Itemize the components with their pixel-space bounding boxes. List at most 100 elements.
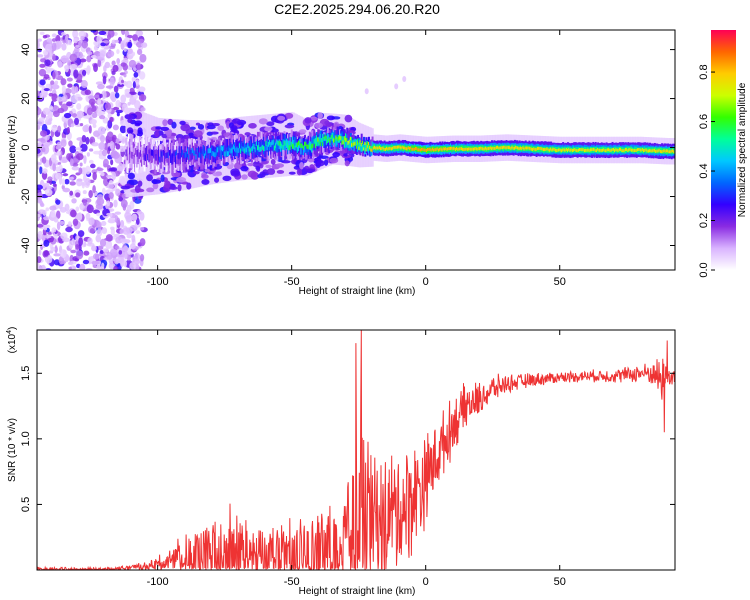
spectrogram-ridge-cell bbox=[411, 147, 414, 151]
spectrogram-ridge-cell bbox=[394, 145, 397, 149]
spectrogram-noise-blob bbox=[71, 113, 77, 118]
spectrogram-ridge-cell bbox=[295, 142, 298, 148]
spectrogram-blob bbox=[166, 130, 172, 137]
spectrogram-ridge-cell bbox=[312, 143, 315, 148]
spectrogram-noise-blob bbox=[38, 249, 42, 256]
spectrogram-noise-blob bbox=[118, 196, 124, 202]
spectrogram-ridge-cell bbox=[419, 148, 422, 152]
spectrogram-noise-blob bbox=[115, 188, 121, 197]
spectrogram-noise-blob bbox=[65, 226, 73, 233]
spectrogram-ridge-cell bbox=[407, 146, 410, 150]
spectrogram-ridge-cell bbox=[638, 147, 641, 151]
spectrogram-noise-blob bbox=[128, 59, 137, 68]
spectrogram-ridge-cell bbox=[371, 148, 374, 152]
spectrogram-noise-blob bbox=[75, 45, 80, 49]
spectrogram-blob bbox=[146, 187, 155, 193]
spectrogram-ridge-cell bbox=[477, 147, 480, 151]
spectrogram-noise-blob bbox=[78, 167, 83, 175]
spectrogram-ridge-cell bbox=[129, 149, 132, 163]
spectrogram-ridge-cell bbox=[156, 149, 159, 156]
spectrogram-noise-blob bbox=[69, 190, 74, 196]
spectrogram-ridge-cell bbox=[493, 146, 496, 150]
spectrogram-ridge-cell bbox=[641, 147, 644, 151]
spectrogram-ridge-cell bbox=[610, 149, 613, 152]
spectrogram-ridge-cell bbox=[581, 148, 584, 152]
spectrogram-noise-blob bbox=[101, 187, 106, 195]
spectrogram-ridge-cell bbox=[303, 141, 306, 147]
spectrogram-ridge-cell bbox=[659, 149, 662, 153]
spectrogram-ridge-cell bbox=[176, 149, 179, 156]
spectrogram-noise-blob bbox=[45, 70, 51, 74]
spectrogram-ridge-cell bbox=[302, 137, 305, 153]
spectrogram-ridge-cell bbox=[314, 138, 317, 147]
spectrogram-blob bbox=[129, 114, 134, 119]
spectrogram-ridge-cell bbox=[351, 137, 354, 145]
spectrogram-blob bbox=[344, 160, 350, 167]
spectrogram-noise-blob bbox=[125, 227, 133, 234]
spectrogram-ridge-cell bbox=[290, 142, 293, 153]
spectrogram-noise-blob bbox=[52, 183, 57, 187]
spectrogram-ridge-cell bbox=[358, 142, 361, 150]
spectrogram-ridge-cell bbox=[307, 135, 310, 151]
spectrogram-ridge-cell bbox=[200, 152, 203, 158]
spectrogram-noise-blob bbox=[77, 230, 85, 238]
spectrogram-noise-blob bbox=[50, 210, 56, 218]
spectrogram-faint-mark bbox=[394, 83, 399, 90]
spectrogram-ridge-cell bbox=[193, 148, 196, 166]
spectrogram-blob bbox=[299, 162, 304, 170]
spectrogram-blob bbox=[128, 129, 134, 133]
spectrogram-noise-blob bbox=[39, 79, 46, 86]
spectrogram-noise-blob bbox=[64, 64, 69, 73]
spectrogram-noise-blob bbox=[67, 221, 72, 227]
spectrogram-ridge-cell bbox=[623, 149, 626, 153]
spectrogram-ridge-cell bbox=[127, 152, 130, 160]
spectrogram-panel: -100 -50 0 50 -40 -20 0 20 40 Height of straigh… bbox=[7, 29, 676, 297]
spectrogram-ridge-cell bbox=[552, 147, 555, 151]
spectrogram-noise-blob bbox=[65, 57, 69, 63]
spectrogram-ridge-cell bbox=[611, 148, 614, 152]
spectrogram-ridge-cell bbox=[389, 146, 392, 150]
spectrogram-noise-blob bbox=[135, 263, 140, 270]
spectrogram-ridge-cell bbox=[337, 136, 340, 141]
spectrogram-noise-blob bbox=[83, 242, 87, 247]
spectrogram-noise-blob bbox=[56, 150, 61, 156]
spectrogram-ridge-cell bbox=[279, 141, 282, 152]
spectrogram-ridge-cell bbox=[645, 148, 648, 152]
spectrogram-noise-blob bbox=[39, 166, 43, 175]
spectrogram-noise-blob bbox=[108, 167, 116, 172]
spectrogram-noise-blob bbox=[37, 148, 41, 154]
spectrogram-faint-mark bbox=[402, 75, 407, 82]
spectrogram-noise-blob bbox=[113, 85, 119, 93]
spectrogram-ridge-cell bbox=[202, 151, 205, 157]
spectrogram-noise-blob bbox=[122, 245, 129, 252]
spectrogram-noise-blob bbox=[57, 107, 65, 114]
spectrogram-noise-blob bbox=[104, 61, 111, 69]
spectrogram-blob bbox=[210, 131, 219, 135]
spectrogram-noise-blob bbox=[112, 124, 119, 131]
spectrogram-ridge-cell bbox=[294, 145, 297, 151]
spectrogram-noise-blob bbox=[93, 94, 101, 99]
spectrogram-ridge-cell bbox=[296, 143, 299, 153]
spectrogram-ridge-cell bbox=[550, 147, 553, 151]
spectrogram-blob bbox=[136, 129, 144, 137]
spectrogram-ridge-cell bbox=[183, 153, 186, 159]
spectrogram-ridge-cell bbox=[225, 150, 228, 156]
spectrogram-ridge-cell bbox=[179, 153, 182, 159]
spectrogram-ridge-cell bbox=[342, 140, 345, 145]
spectrogram-noise-blob bbox=[133, 71, 139, 78]
spectrogram-noise-blob bbox=[90, 118, 97, 125]
spectrogram-noise-blob bbox=[75, 206, 80, 212]
spectrogram-ridge-cell bbox=[323, 136, 326, 141]
spectrogram-ridge-cell bbox=[612, 147, 615, 151]
spectrogram-ridge-cell bbox=[367, 141, 370, 146]
spectrogram-noise-blob bbox=[38, 117, 46, 121]
spectrogram-ridge-cell bbox=[513, 146, 516, 150]
spectrogram-noise-blob bbox=[116, 112, 120, 117]
spectrogram-ridge-cell bbox=[421, 147, 424, 151]
spectrogram-ridge-cell bbox=[177, 153, 180, 165]
spectrogram-ridge-cell bbox=[398, 145, 401, 149]
spectrogram-ridge-cell bbox=[605, 149, 608, 153]
spectrogram-noise-blob bbox=[119, 145, 126, 153]
spectrogram-ridge-cell bbox=[506, 145, 509, 149]
spectrogram-blob bbox=[152, 182, 159, 190]
